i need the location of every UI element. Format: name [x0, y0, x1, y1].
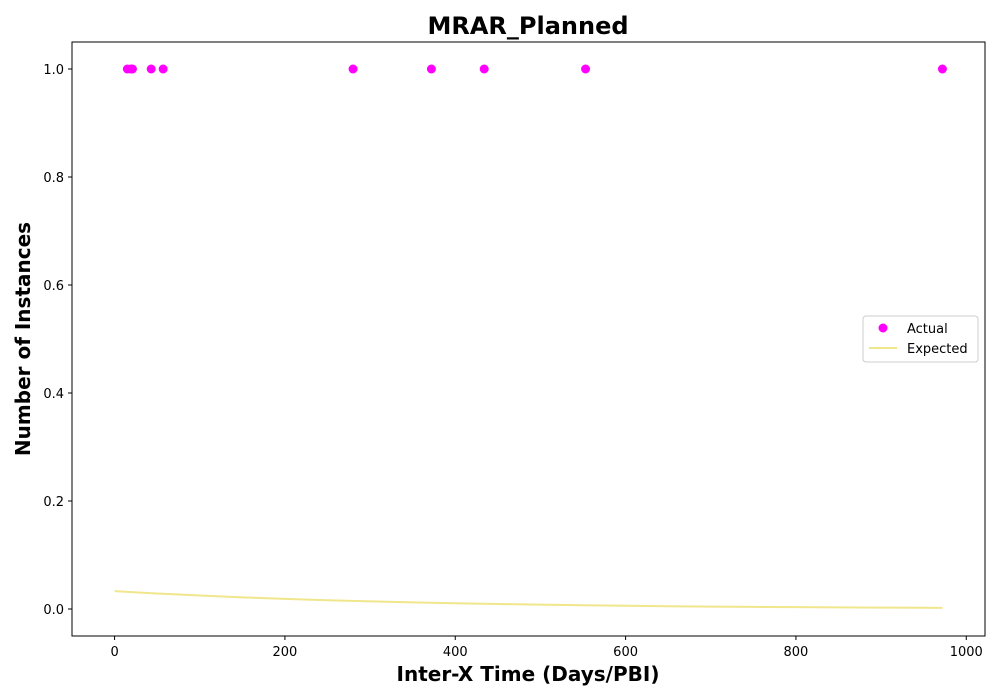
y-tick-label: 0.0 [43, 603, 64, 618]
legend: Actual Expected [862, 315, 979, 363]
legend-box [862, 315, 979, 363]
y-axis-label: Number of Instances [11, 222, 35, 456]
chart-title: MRAR_Planned [427, 12, 628, 40]
plot-frame [71, 41, 986, 637]
y-tick-label: 0.2 [43, 495, 64, 510]
series-line-expected [114, 590, 943, 609]
y-tick-label: 0.8 [43, 171, 64, 186]
data-point-actual [581, 64, 591, 74]
data-point-actual [146, 64, 156, 74]
x-tick-label: 800 [784, 645, 809, 660]
legend-label-expected: Expected [907, 342, 968, 357]
x-tick-label: 400 [443, 645, 468, 660]
y-tick-label: 1.0 [43, 63, 64, 78]
data-point-actual [158, 64, 168, 74]
x-tick-label: 1000 [950, 645, 983, 660]
legend-marker-actual [878, 323, 888, 333]
legend-label-actual: Actual [907, 322, 948, 337]
x-tick-label: 600 [613, 645, 638, 660]
data-point-actual [348, 64, 358, 74]
x-tick-label: 200 [273, 645, 298, 660]
plot-area: 0 200 400 600 800 1000 0.0 0.2 0.4 0.6 0.8 1.0 [43, 41, 986, 660]
y-tick-label: 0.4 [43, 387, 64, 402]
data-point-actual [426, 64, 436, 74]
x-axis-label: Inter-X Time (Days/PBI) [397, 662, 660, 686]
x-tick-label: 0 [110, 645, 118, 660]
data-point-actual [127, 64, 137, 74]
y-tick-label: 0.6 [43, 279, 64, 294]
data-point-actual [479, 64, 489, 74]
data-point-actual [937, 64, 947, 74]
